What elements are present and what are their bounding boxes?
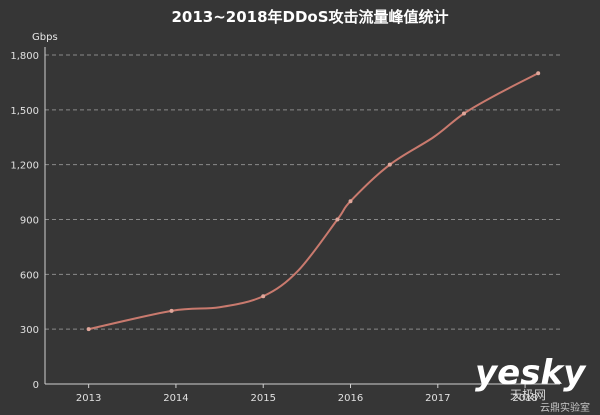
y-tick-label: 900 — [20, 216, 39, 227]
data-point — [261, 294, 266, 299]
y-tick-label: 1,500 — [10, 106, 39, 117]
watermark-lab: 云鼎实验室 — [540, 401, 590, 414]
data-point — [461, 111, 466, 116]
ddos-peak-line — [88, 72, 539, 331]
y-tick-labels: 0 300 600 900 1,200 1,500 1,800 — [10, 51, 39, 391]
x-tick-label: 2018 — [512, 393, 537, 404]
x-tick-label: 2017 — [425, 393, 450, 404]
y-axis-unit: Gbps — [32, 32, 58, 43]
data-point — [169, 308, 174, 313]
x-tick-label: 2016 — [338, 393, 363, 404]
x-tick-label: 2015 — [250, 393, 275, 404]
axes — [44, 47, 560, 388]
x-tick-label: 2014 — [163, 393, 188, 404]
data-point — [348, 199, 353, 204]
data-point — [335, 217, 340, 222]
y-tick-label: 1,800 — [10, 51, 39, 62]
data-point — [86, 327, 91, 332]
y-tick-label: 300 — [20, 325, 39, 336]
watermark-brand-sub: 天极网 — [510, 388, 546, 402]
grid-lines — [45, 54, 560, 330]
series-line — [88, 72, 539, 331]
y-tick-label: 1,200 — [10, 161, 39, 172]
data-point — [387, 162, 392, 167]
chart-title: 2013~2018年DDoS攻击流量峰值统计 — [171, 8, 448, 26]
x-tick-labels: 2013 2014 2015 2016 2017 2018 — [76, 393, 538, 404]
y-tick-label: 0 — [33, 380, 39, 391]
data-point — [536, 71, 541, 76]
watermark: yesky 天极网 云鼎实验室 — [475, 353, 590, 414]
watermark-brand: yesky — [475, 353, 587, 393]
y-tick-label: 600 — [20, 270, 39, 281]
x-tick-label: 2013 — [76, 393, 101, 404]
data-markers — [86, 71, 541, 332]
